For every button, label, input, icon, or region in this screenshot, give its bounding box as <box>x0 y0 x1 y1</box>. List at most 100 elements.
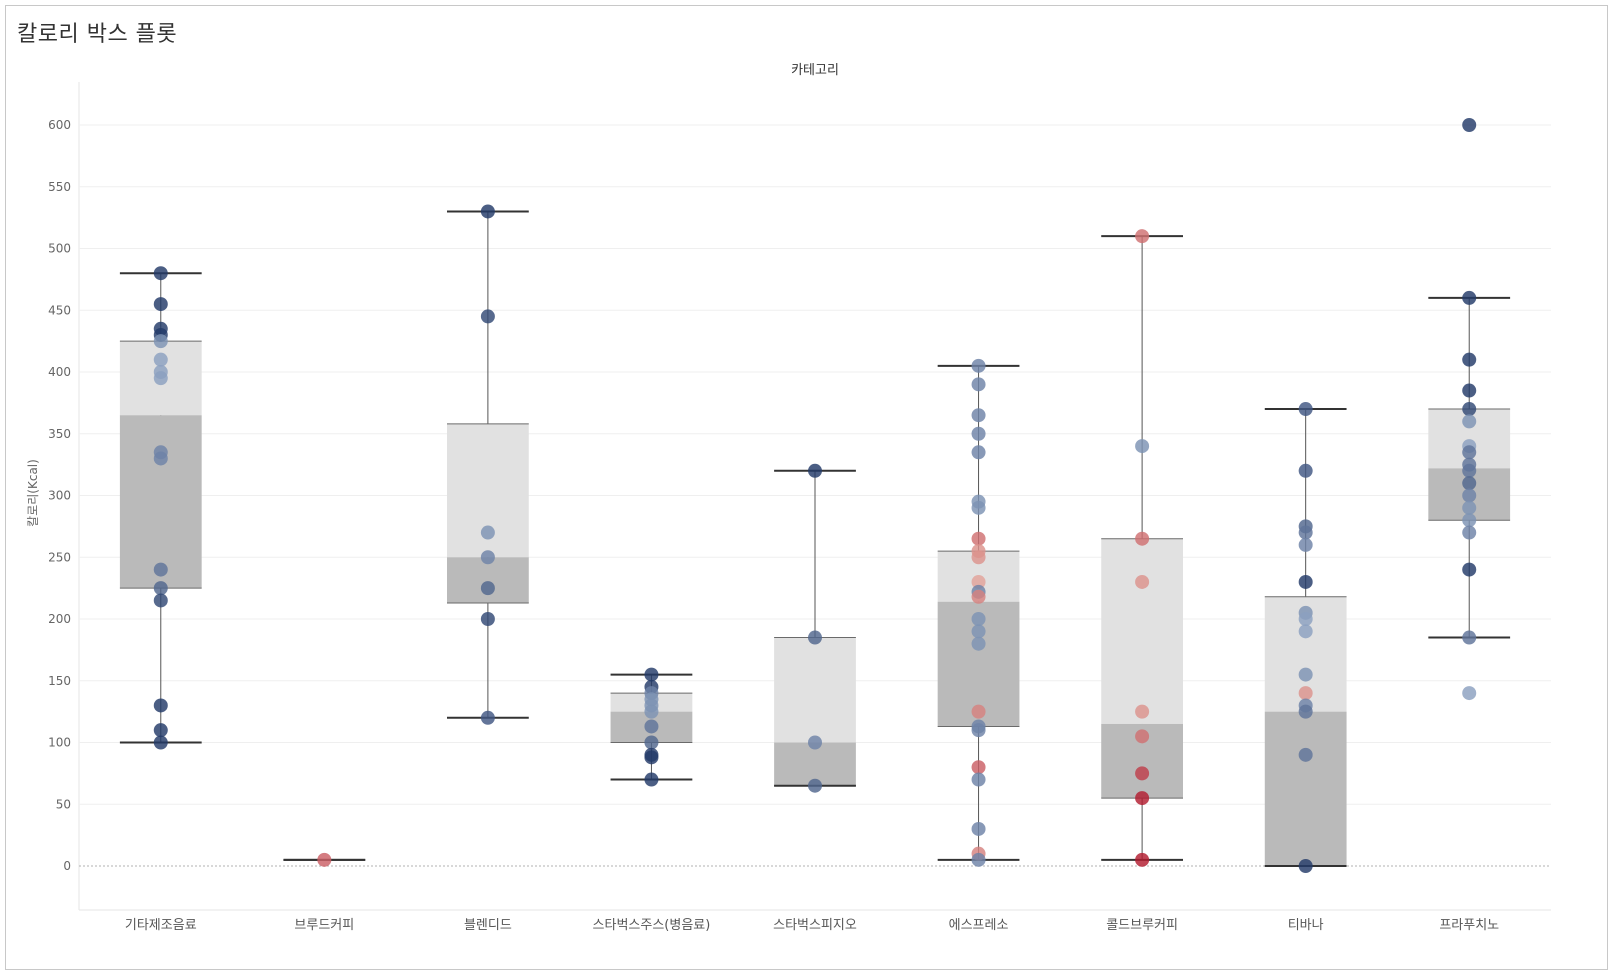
y-tick-label: 200 <box>48 612 71 626</box>
y-tick-label: 350 <box>48 427 71 441</box>
data-point <box>971 624 986 639</box>
data-point <box>1462 525 1477 540</box>
lower-box <box>1264 711 1347 866</box>
y-tick-label: 550 <box>48 180 71 194</box>
data-point <box>1135 729 1150 744</box>
data-point <box>971 408 986 423</box>
data-point <box>1298 747 1313 762</box>
data-point <box>480 710 495 725</box>
y-tick-label: 0 <box>63 859 71 873</box>
data-point <box>971 760 986 775</box>
data-point <box>1135 531 1150 546</box>
data-point <box>1462 290 1477 305</box>
data-point <box>971 704 986 719</box>
data-point <box>1462 414 1477 429</box>
data-point <box>1298 525 1313 540</box>
y-tick-label: 300 <box>48 489 71 503</box>
y-tick-label: 500 <box>48 242 71 256</box>
category-label: 브루드커피 <box>294 918 354 933</box>
data-point <box>971 589 986 604</box>
data-point <box>971 358 986 373</box>
data-point <box>153 698 168 713</box>
data-point <box>1298 704 1313 719</box>
data-point <box>808 735 822 750</box>
data-point <box>153 451 168 466</box>
data-point <box>644 772 659 787</box>
data-point <box>971 550 986 565</box>
category-label: 블렌디드 <box>464 918 512 933</box>
data-point <box>808 463 822 478</box>
y-tick-label: 600 <box>48 118 71 132</box>
data-point <box>1462 118 1477 132</box>
data-point <box>1298 686 1313 701</box>
lower-box <box>447 557 529 603</box>
data-point <box>971 612 986 626</box>
data-point <box>153 371 168 386</box>
category-label: 스타벅스피지오 <box>773 918 857 933</box>
upper-box <box>774 637 856 743</box>
data-point <box>153 581 168 596</box>
y-tick-label: 50 <box>56 797 71 811</box>
chart-title: 칼로리 박스 플롯 <box>17 22 178 47</box>
data-point <box>971 574 986 589</box>
y-tick-label: 450 <box>48 303 71 317</box>
data-point <box>1298 402 1313 417</box>
category-label: 스타벅스주스(병음료) <box>593 918 711 933</box>
lower-box <box>774 742 856 786</box>
data-point <box>644 667 659 682</box>
data-point <box>971 531 986 546</box>
data-point <box>644 735 659 750</box>
data-point <box>1135 229 1150 244</box>
y-axis-label: 칼로리(Kcal) <box>26 459 40 527</box>
data-point <box>153 266 168 281</box>
data-point <box>971 723 986 738</box>
data-point <box>153 735 168 750</box>
data-point <box>1298 574 1313 589</box>
data-point <box>971 636 986 651</box>
data-point <box>971 821 986 836</box>
data-point <box>971 852 986 867</box>
data-point <box>317 852 332 867</box>
data-point <box>1298 624 1313 639</box>
data-point <box>1462 513 1477 528</box>
data-point <box>1298 463 1313 478</box>
data-point <box>480 581 495 596</box>
category-label: 기타제조음료 <box>125 918 197 933</box>
data-point <box>971 426 986 441</box>
data-point <box>1135 704 1150 719</box>
data-point <box>1462 500 1477 515</box>
box-6 <box>1101 235 1183 861</box>
y-tick-label: 250 <box>48 550 71 564</box>
data-point <box>1462 383 1477 398</box>
data-point <box>480 612 495 626</box>
data-point <box>971 500 986 515</box>
category-label: 프라푸치노 <box>1439 918 1499 933</box>
y-tick-label: 100 <box>48 736 71 750</box>
data-point <box>1462 445 1477 460</box>
y-tick-label: 150 <box>48 674 71 688</box>
data-point <box>1462 686 1477 701</box>
data-point <box>153 352 168 367</box>
upper-box <box>1101 538 1183 724</box>
data-point <box>1462 402 1477 417</box>
data-point <box>1135 574 1150 589</box>
data-point <box>1462 488 1477 503</box>
column-header: 카테고리 <box>791 63 839 78</box>
data-point <box>1298 859 1313 873</box>
data-point <box>644 719 659 734</box>
category-label: 콜드브루커피 <box>1106 918 1178 933</box>
data-point <box>1462 630 1477 645</box>
data-point <box>1135 766 1150 781</box>
data-point <box>971 772 986 787</box>
data-point <box>1462 352 1477 367</box>
data-point <box>1135 791 1150 806</box>
data-point <box>1298 537 1313 552</box>
category-label: 티바나 <box>1288 918 1324 933</box>
data-point <box>1298 612 1313 626</box>
data-point <box>808 778 822 793</box>
data-point <box>480 550 495 565</box>
lower-box <box>119 415 202 589</box>
point-layer <box>153 118 1477 873</box>
data-point <box>1462 463 1477 478</box>
data-point <box>153 334 168 349</box>
